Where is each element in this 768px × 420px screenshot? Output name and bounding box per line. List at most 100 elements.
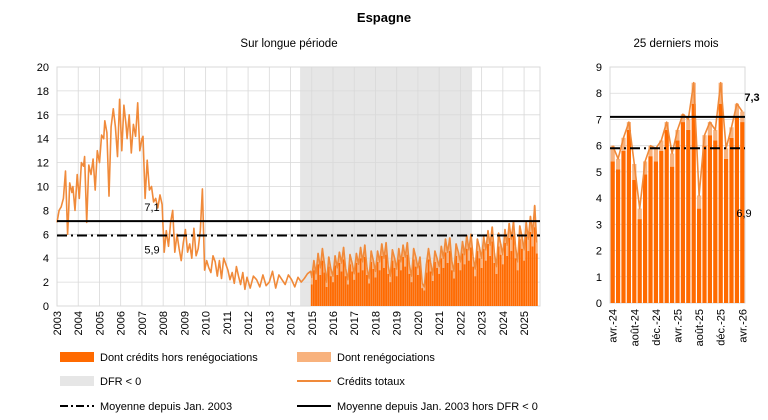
bar-hors-renegociations — [325, 286, 328, 306]
bar-hors-renegociations — [433, 261, 436, 306]
bar-hors-renegociations — [327, 266, 330, 306]
bar-hors-renegociations — [659, 150, 664, 303]
legend-swatch-bar-main — [60, 352, 94, 362]
bar-renegociations — [495, 266, 498, 274]
bar-renegociations — [446, 252, 449, 263]
legend-swatch-dfr-shade — [60, 376, 94, 386]
bar-hors-renegociations — [368, 283, 371, 306]
bar-hors-renegociations — [408, 273, 411, 306]
bar-renegociations — [472, 257, 475, 267]
label-moyenne-hors-dfr: 7,1 — [144, 202, 159, 214]
bar-hors-renegociations — [723, 158, 729, 303]
x-tick-label: 2021 — [434, 311, 446, 335]
bar-hors-renegociations — [626, 129, 632, 303]
bar-hors-renegociations — [637, 219, 642, 303]
x-tick-label: 2016 — [328, 311, 340, 335]
bar-hors-renegociations — [482, 248, 485, 306]
bar-renegociations — [610, 145, 615, 162]
bar-renegociations — [463, 254, 466, 265]
bar-hors-renegociations — [338, 262, 341, 306]
bar-hors-renegociations — [516, 270, 519, 306]
y-tick-label: 1 — [596, 272, 602, 284]
x-tick-label: avr.-25 — [673, 309, 685, 343]
bar-hors-renegociations — [523, 260, 526, 306]
bar-hors-renegociations — [359, 258, 362, 306]
bar-hors-renegociations — [729, 137, 734, 303]
bar-renegociations — [718, 82, 723, 104]
bar-renegociations — [478, 247, 481, 259]
bar-hors-renegociations — [512, 235, 515, 306]
legend-label: Dont renégociations — [337, 352, 435, 364]
bar-renegociations — [669, 153, 675, 167]
bar-hors-renegociations — [457, 262, 460, 306]
bar-hors-renegociations — [740, 122, 745, 303]
bar-hors-renegociations — [615, 169, 621, 303]
bar-hors-renegociations — [374, 277, 377, 306]
y-tick-label: 4 — [596, 193, 602, 205]
bar-hors-renegociations — [453, 278, 455, 306]
annotation-last-value-hors-reneg: 6,9 — [736, 208, 751, 220]
bar-renegociations — [659, 140, 664, 151]
bar-renegociations — [346, 279, 349, 285]
bar-hors-renegociations — [395, 276, 398, 306]
y-tick-label: 5 — [596, 167, 602, 179]
bar-hors-renegociations — [399, 270, 402, 306]
right-panel-subtitle: 25 derniers mois — [633, 38, 718, 50]
y-tick-label: 18 — [37, 86, 49, 98]
bar-renegociations — [457, 252, 460, 263]
bar-renegociations — [499, 243, 502, 255]
x-tick-label: 2015 — [307, 311, 319, 335]
bar-renegociations — [459, 261, 462, 271]
legend-label: DFR < 0 — [100, 376, 141, 388]
x-tick-label: 2017 — [349, 311, 361, 335]
bar-renegociations — [442, 258, 445, 268]
x-tick-label: 2004 — [73, 311, 85, 335]
bar-hors-renegociations — [349, 264, 351, 306]
y-tick-label: 0 — [43, 301, 49, 313]
y-tick-label: 6 — [596, 141, 602, 153]
bar-hors-renegociations — [525, 236, 528, 306]
bar-hors-renegociations — [414, 266, 417, 306]
bar-renegociations — [423, 286, 426, 291]
bar-hors-renegociations — [419, 265, 422, 306]
bar-renegociations — [357, 264, 360, 273]
x-tick-label: 2013 — [264, 311, 276, 335]
bar-hors-renegociations — [487, 243, 489, 306]
bar-renegociations — [453, 271, 455, 279]
bar-hors-renegociations — [499, 254, 502, 306]
bar-hors-renegociations — [429, 271, 432, 306]
bar-hors-renegociations — [431, 280, 434, 306]
bar-renegociations — [416, 267, 419, 275]
bar-hors-renegociations — [489, 255, 492, 306]
bar-hors-renegociations — [334, 265, 337, 306]
bar-renegociations — [340, 262, 343, 272]
bar-hors-renegociations — [501, 264, 504, 306]
bar-renegociations — [450, 261, 453, 271]
bar-hors-renegociations — [444, 252, 447, 306]
bar-hors-renegociations — [404, 266, 407, 306]
bar-renegociations — [696, 195, 702, 209]
y-tick-label: 8 — [43, 205, 49, 217]
y-tick-label: 2 — [596, 246, 602, 258]
bar-renegociations — [410, 276, 413, 283]
legend: Dont crédits hors renégociations Dont ren… — [60, 352, 538, 413]
bar-hors-renegociations — [370, 261, 373, 306]
bar-hors-renegociations — [442, 267, 445, 306]
y-tick-label: 2 — [43, 277, 49, 289]
bar-hors-renegociations — [440, 258, 443, 306]
legend-label: Moyenne depuis Jan. 2003 — [100, 401, 232, 413]
y-tick-label: 7 — [596, 114, 602, 126]
bar-hors-renegociations — [531, 246, 534, 306]
bar-hors-renegociations — [321, 260, 324, 306]
bar-hors-renegociations — [495, 273, 498, 306]
bar-hors-renegociations — [421, 288, 424, 306]
bar-renegociations — [389, 276, 392, 283]
bar-renegociations — [615, 158, 621, 170]
bar-hors-renegociations — [387, 273, 390, 306]
x-tick-label: avr.-24 — [608, 309, 620, 343]
bar-hors-renegociations — [686, 129, 691, 303]
bar-hors-renegociations — [342, 259, 345, 306]
bar-renegociations — [368, 278, 371, 284]
line-credits-totaux — [56, 98, 538, 291]
bar-hors-renegociations — [351, 271, 354, 306]
